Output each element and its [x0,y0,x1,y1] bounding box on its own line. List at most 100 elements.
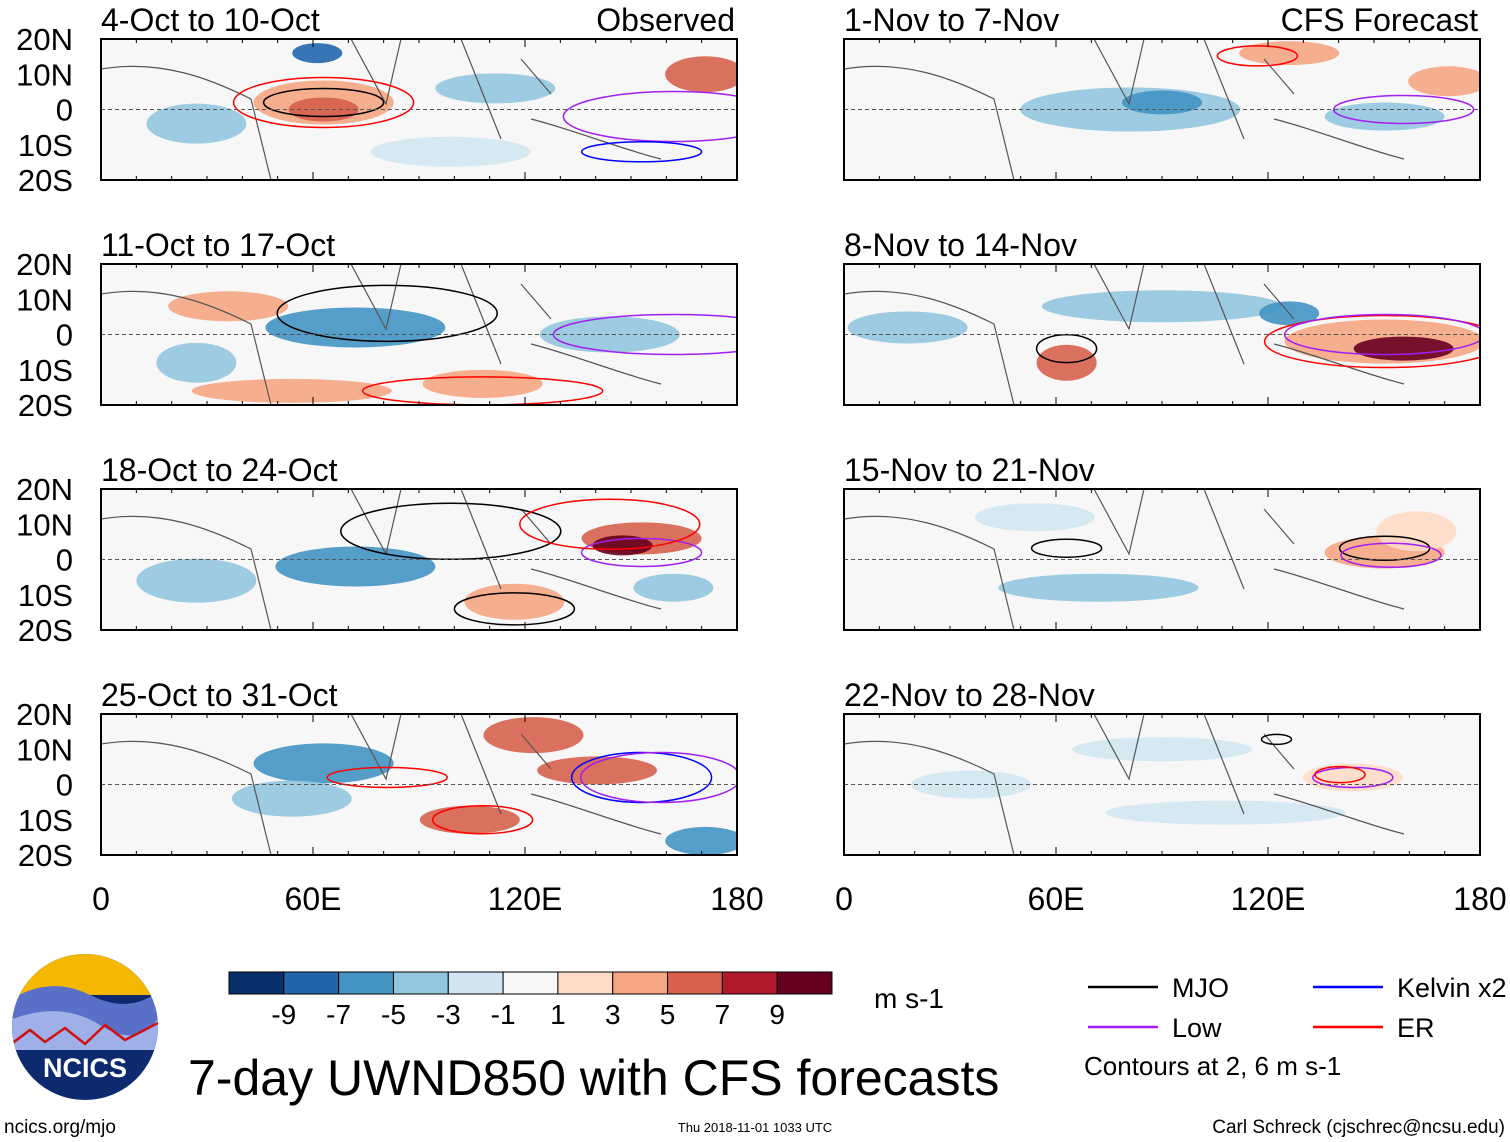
lat-tick-label: 20S [18,613,73,648]
wind-anomaly-blob [136,558,257,603]
filtered-wave-contour [276,284,498,343]
lat-tick-label: 10S [18,128,73,163]
wind-anomaly-blob [665,826,737,855]
colorbar-label: 3 [605,999,621,1030]
lon-tick-label: 180 [1453,881,1506,917]
wind-anomaly-blob [156,342,237,383]
panel-title: 11-Oct to 17-Oct [101,227,335,263]
colorbar-label: 1 [550,999,566,1030]
lon-tick-label: 180 [710,881,763,917]
lat-tick-label: 20N [16,22,73,57]
colorbar-swatch [721,971,778,995]
filtered-wave-contour [262,87,385,118]
panel-title: 8-Nov to 14-Nov [844,227,1077,263]
filtered-wave-contour [1314,765,1366,784]
lat-tick-label: 20N [16,697,73,732]
lat-tick-label: 0 [56,768,73,803]
wind-anomaly-blob [537,756,658,785]
column-header: Observed [596,2,735,38]
wind-anomaly-blob [275,546,436,587]
colorbar-swatch [447,971,504,995]
panel-title: 4-Oct to 10-Oct [101,2,320,38]
wind-anomaly-blob [1072,737,1252,762]
wind-anomaly-blob [974,503,1095,532]
colorbar-label: -1 [491,999,516,1030]
filtered-wave-contour [431,805,534,835]
footer-url: ncics.org/mjo [4,1117,116,1138]
wind-anomaly-blob [464,583,565,620]
map-panel: 1-Nov to 7-Nov CFS Forecast [843,2,1481,181]
wind-anomaly-blob [847,311,968,344]
filtered-wave-contour [1283,313,1480,356]
colorbar-swatch [392,971,449,995]
wind-anomaly-blob [435,73,556,104]
panel-title: 1-Nov to 7-Nov [844,2,1059,38]
filtered-wave-contour [562,90,737,143]
lat-tick-label: 0 [56,93,73,128]
panel-title: 15-Nov to 21-Nov [844,452,1095,488]
map-panel: 8-Nov to 14-Nov [843,227,1481,406]
filtered-wave-contour [580,537,703,568]
wind-anomaly-blob [1105,800,1346,825]
lat-tick-label: 20S [18,838,73,873]
coastline [844,489,1405,630]
lat-tick-label: 10N [16,282,73,317]
lat-tick-label: 20S [18,388,73,423]
contour-note: Contours at 2, 6 m s-1 [1084,1051,1341,1081]
colorbar-label: 5 [660,999,676,1030]
filtered-wave-contour [1263,314,1480,369]
lat-tick-label: 10S [18,353,73,388]
lon-tick-label: 60E [285,881,342,917]
panel-title: 18-Oct to 24-Oct [101,452,338,488]
colorbar-label: -5 [381,999,406,1030]
coastline [101,39,662,180]
legend-label: Kelvin x2 [1397,973,1507,1003]
colorbar-swatch [612,971,669,995]
wind-anomaly-blob [231,780,352,817]
wind-anomaly-blob [419,805,520,834]
wind-anomaly-blob [1042,290,1282,323]
filtered-wave-contour [453,592,576,626]
column-header: CFS Forecast [1281,2,1478,38]
map-panel: 15-Nov to 21-Nov [843,452,1481,631]
colorbar-swatch [776,971,833,995]
lat-tick-label: 10N [16,507,73,542]
filtered-wave-contour [579,751,737,804]
lon-tick-label: 120E [488,881,563,917]
lat-tick-label: 10S [18,578,73,613]
colorbar-label: -3 [436,999,461,1030]
lat-tick-label: 20N [16,472,73,507]
units-label: m s-1 [874,983,944,1014]
filtered-wave-contour [1260,733,1293,746]
wind-anomaly-blob [1408,66,1480,97]
lat-tick-label: 10N [16,732,73,767]
filtered-wave-contour [326,766,448,789]
lon-tick-label: 0 [92,881,110,917]
lat-tick-label: 0 [56,318,73,353]
colorbar-label: 7 [715,999,731,1030]
wind-anomaly-blob [146,103,247,144]
filtered-wave-contour [519,498,701,550]
wind-anomaly-blob [253,743,394,784]
footer-timestamp: Thu 2018-11-01 1033 UTC [678,1120,832,1135]
colorbar-swatch [228,971,285,995]
legend-label: MJO [1172,973,1229,1003]
anomaly-field [844,714,1480,855]
footer-author: Carl Schreck (cjschrec@ncsu.edu) [1212,1117,1505,1138]
legend: MJO Kelvin x2 Low ER [1088,973,1507,1043]
filtered-wave-contour [1216,45,1299,67]
panel-title: 22-Nov to 28-Nov [844,677,1095,713]
colorbar-label: -7 [326,999,351,1030]
lon-tick-label: 120E [1231,881,1306,917]
wind-anomaly-blob [191,378,392,403]
filtered-wave-contour [552,313,737,356]
legend-label: ER [1397,1013,1435,1043]
filtered-wave-contour [1340,542,1442,569]
colorbar-swatch [283,971,340,995]
wind-anomaly-blob [998,573,1199,602]
lat-tick-label: 10N [16,57,73,92]
colorbar-swatch [338,971,394,995]
lat-tick-label: 20S [18,163,73,198]
